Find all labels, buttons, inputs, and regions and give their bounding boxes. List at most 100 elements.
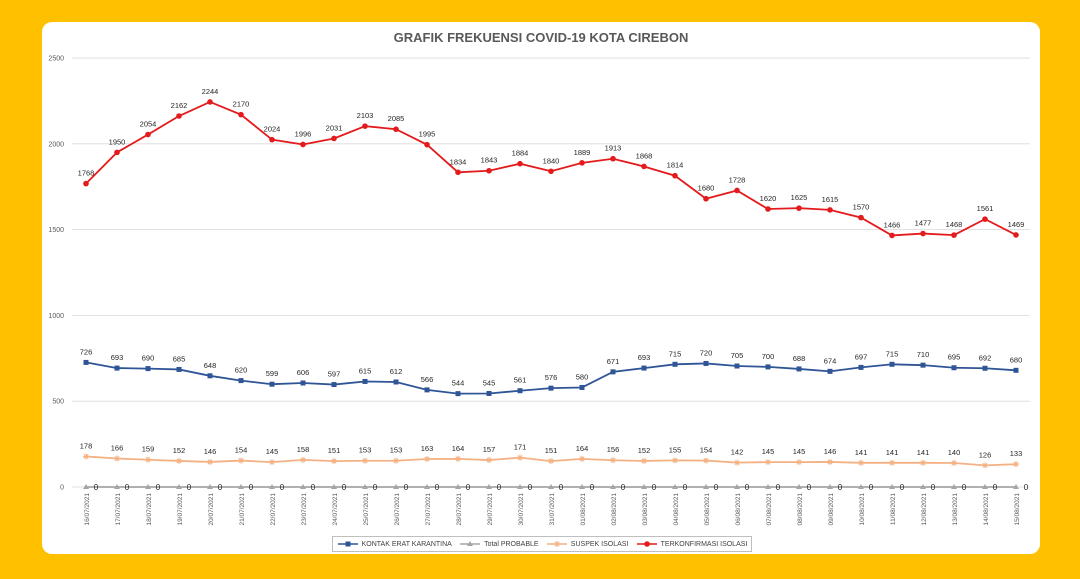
data-point <box>982 365 988 371</box>
data-point <box>610 369 616 375</box>
legend-label: SUSPEK ISOLASI <box>570 540 629 548</box>
data-label: 154 <box>235 446 248 455</box>
data-point <box>486 457 492 464</box>
data-point <box>362 484 368 489</box>
data-point <box>238 457 244 464</box>
data-label: 153 <box>359 446 372 455</box>
data-point <box>517 484 523 489</box>
data-label: 1477 <box>915 219 932 228</box>
data-point <box>920 459 926 466</box>
data-point <box>827 484 833 489</box>
data-label: 2244 <box>202 87 219 96</box>
data-label: 690 <box>142 354 155 363</box>
data-point <box>641 365 647 371</box>
data-label: 0 <box>1024 483 1029 492</box>
data-point <box>641 457 647 464</box>
data-point <box>83 453 89 460</box>
data-point <box>145 131 151 138</box>
data-point <box>765 459 771 466</box>
data-point <box>765 364 771 370</box>
data-point <box>424 141 430 148</box>
data-point <box>362 378 368 384</box>
legend-swatch <box>460 541 481 546</box>
data-point <box>672 457 678 464</box>
data-point <box>641 163 647 170</box>
data-point <box>703 195 709 202</box>
legend-label: KONTAK ERAT KARANTINA <box>361 540 452 548</box>
legend-item: SUSPEK ISOLASI <box>546 540 629 548</box>
data-point <box>83 180 89 187</box>
data-label: 153 <box>390 446 403 455</box>
chart-card: GRAFIK FREKUENSI COVID-19 KOTA CIREBON 0… <box>42 22 1040 554</box>
data-point <box>858 364 864 370</box>
data-point <box>83 359 89 365</box>
data-label: 580 <box>576 372 589 381</box>
data-point <box>517 388 523 394</box>
data-point <box>858 214 864 221</box>
data-point <box>858 459 864 466</box>
x-tick-label: 30/07/2021 <box>518 493 525 526</box>
data-label: 1570 <box>853 203 870 212</box>
data-label: 0 <box>342 483 347 492</box>
data-label: 0 <box>280 483 285 492</box>
data-label: 151 <box>328 446 341 455</box>
data-point <box>610 155 616 162</box>
data-label: 606 <box>297 368 310 377</box>
legend-item: KONTAK ERAT KARANTINA <box>337 540 452 548</box>
data-label: 693 <box>111 353 124 362</box>
x-tick-label: 12/08/2021 <box>921 493 928 526</box>
data-point <box>920 362 926 368</box>
data-label: 178 <box>80 441 93 450</box>
data-point <box>269 136 275 143</box>
chart-title: GRAFIK FREKUENSI COVID-19 KOTA CIREBON <box>393 30 689 45</box>
data-label: 0 <box>373 483 378 492</box>
data-point <box>486 167 492 174</box>
data-point <box>331 135 337 142</box>
data-label: 0 <box>404 483 409 492</box>
data-point <box>641 484 647 489</box>
data-label: 145 <box>762 447 775 456</box>
x-tick-label: 26/07/2021 <box>394 493 401 526</box>
data-point <box>1013 461 1019 468</box>
x-tick-label: 22/07/2021 <box>270 493 277 526</box>
data-point <box>889 232 895 239</box>
data-point <box>734 459 740 466</box>
data-label: 715 <box>886 349 899 358</box>
data-label: 0 <box>94 483 99 492</box>
x-tick-label: 24/07/2021 <box>332 493 339 526</box>
x-tick-label: 13/08/2021 <box>952 493 959 526</box>
data-label: 0 <box>652 483 657 492</box>
x-tick-label: 10/08/2021 <box>859 493 866 526</box>
data-point <box>643 541 650 547</box>
data-label: 0 <box>559 483 564 492</box>
legend-swatch <box>337 541 358 547</box>
y-tick-label: 2500 <box>48 56 64 63</box>
x-tick-label: 05/08/2021 <box>704 493 711 526</box>
data-label: 0 <box>621 483 626 492</box>
data-point <box>548 385 554 391</box>
data-point <box>331 458 337 465</box>
data-point <box>486 484 492 489</box>
data-point <box>393 126 399 133</box>
data-point <box>114 365 120 371</box>
data-point <box>703 484 709 489</box>
data-point <box>1013 232 1019 238</box>
data-point <box>579 455 585 462</box>
data-point <box>331 484 337 489</box>
data-point <box>734 484 740 489</box>
data-label: 1950 <box>109 137 126 146</box>
data-point <box>362 123 368 129</box>
data-label: 1615 <box>822 195 839 204</box>
data-point <box>579 160 585 166</box>
data-label: 1561 <box>977 204 994 213</box>
data-label: 1728 <box>729 175 746 184</box>
x-tick-label: 11/08/2021 <box>890 493 897 525</box>
data-label: 0 <box>776 483 781 492</box>
data-label: 0 <box>993 483 998 492</box>
data-label: 1466 <box>884 220 901 229</box>
data-label: 597 <box>328 370 341 379</box>
data-point <box>517 160 523 167</box>
data-label: 0 <box>931 483 936 492</box>
data-label: 145 <box>266 447 279 456</box>
data-point <box>858 484 864 489</box>
